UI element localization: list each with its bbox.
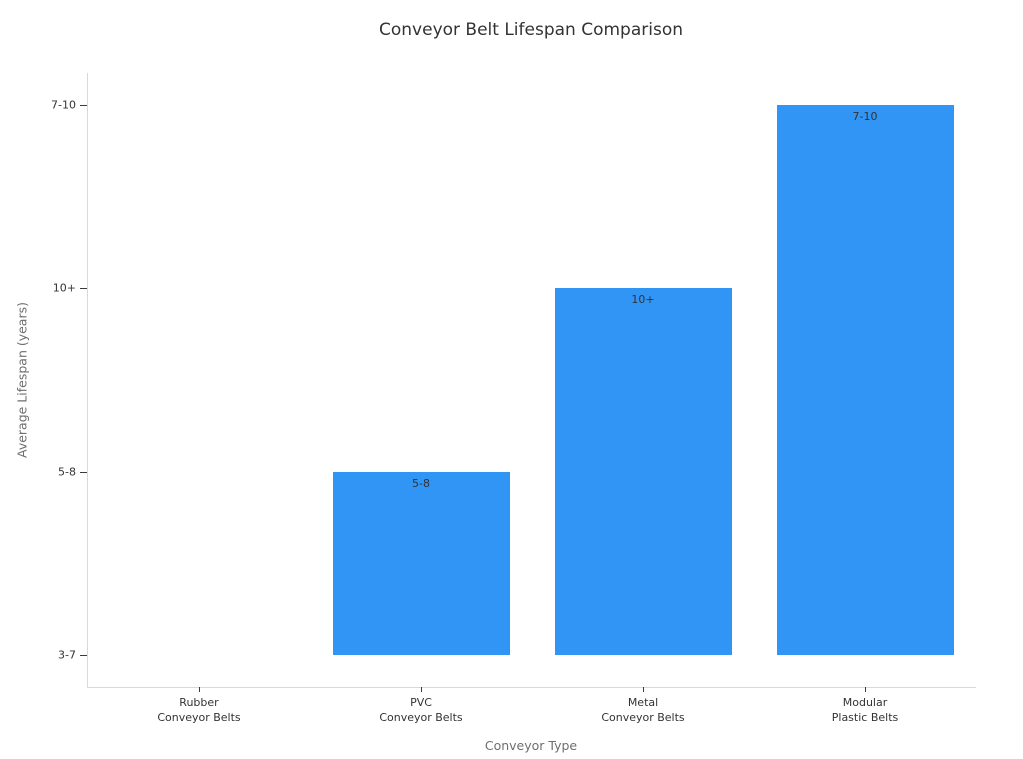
y-tick-label: 7-10 [51, 98, 76, 112]
plot-area: Rubber Conveyor Belts 5-8 PVC Conveyor Belts… [51, 73, 976, 724]
bar-pvc [332, 471, 510, 655]
x-tick-mark [865, 687, 866, 692]
x-tick-label-line2: Conveyor Belts [157, 711, 241, 724]
y-axis-label: Average Lifespan (years) [14, 302, 30, 458]
x-tick-label-line2: Conveyor Belts [601, 711, 685, 724]
x-tick-label-line1: Metal [627, 696, 659, 709]
x-tick-label-line2: Conveyor Belts [379, 711, 463, 724]
y-tick-mark [80, 105, 87, 106]
x-tick-label-modular: Modular Plastic Belts [775, 695, 955, 725]
bar-value-label: 5-8 [412, 476, 430, 490]
y-tick-label: 5-8 [58, 465, 76, 479]
x-tick-mark [199, 687, 200, 692]
x-tick-label-line1: PVC [410, 696, 432, 709]
x-tick-label-pvc: PVC Conveyor Belts [331, 695, 511, 725]
y-tick-label: 3-7 [58, 648, 76, 662]
chart-title: Conveyor Belt Lifespan Comparison [379, 20, 683, 40]
x-tick-label-rubber: Rubber Conveyor Belts [109, 695, 289, 725]
y-tick-mark [80, 655, 87, 656]
y-tick-mark [80, 288, 87, 290]
x-tick-label-metal: Metal Conveyor Belts [553, 695, 733, 725]
bar-metal [554, 288, 732, 655]
x-tick-label-line1: Modular [842, 696, 888, 709]
x-tick-mark [643, 687, 644, 692]
y-tick-label: 10+ [52, 281, 76, 295]
bar-modular [776, 105, 954, 655]
bar-value-label: 7-10 [852, 110, 878, 123]
x-tick-mark [421, 687, 422, 692]
x-axis-label: Conveyor Type [484, 738, 578, 753]
x-tick-label-line2: Plastic Belts [831, 711, 899, 724]
x-tick-label-line1: Rubber [179, 696, 219, 709]
bar-value-label: 10+ [631, 293, 655, 307]
y-tick-mark [80, 471, 87, 473]
